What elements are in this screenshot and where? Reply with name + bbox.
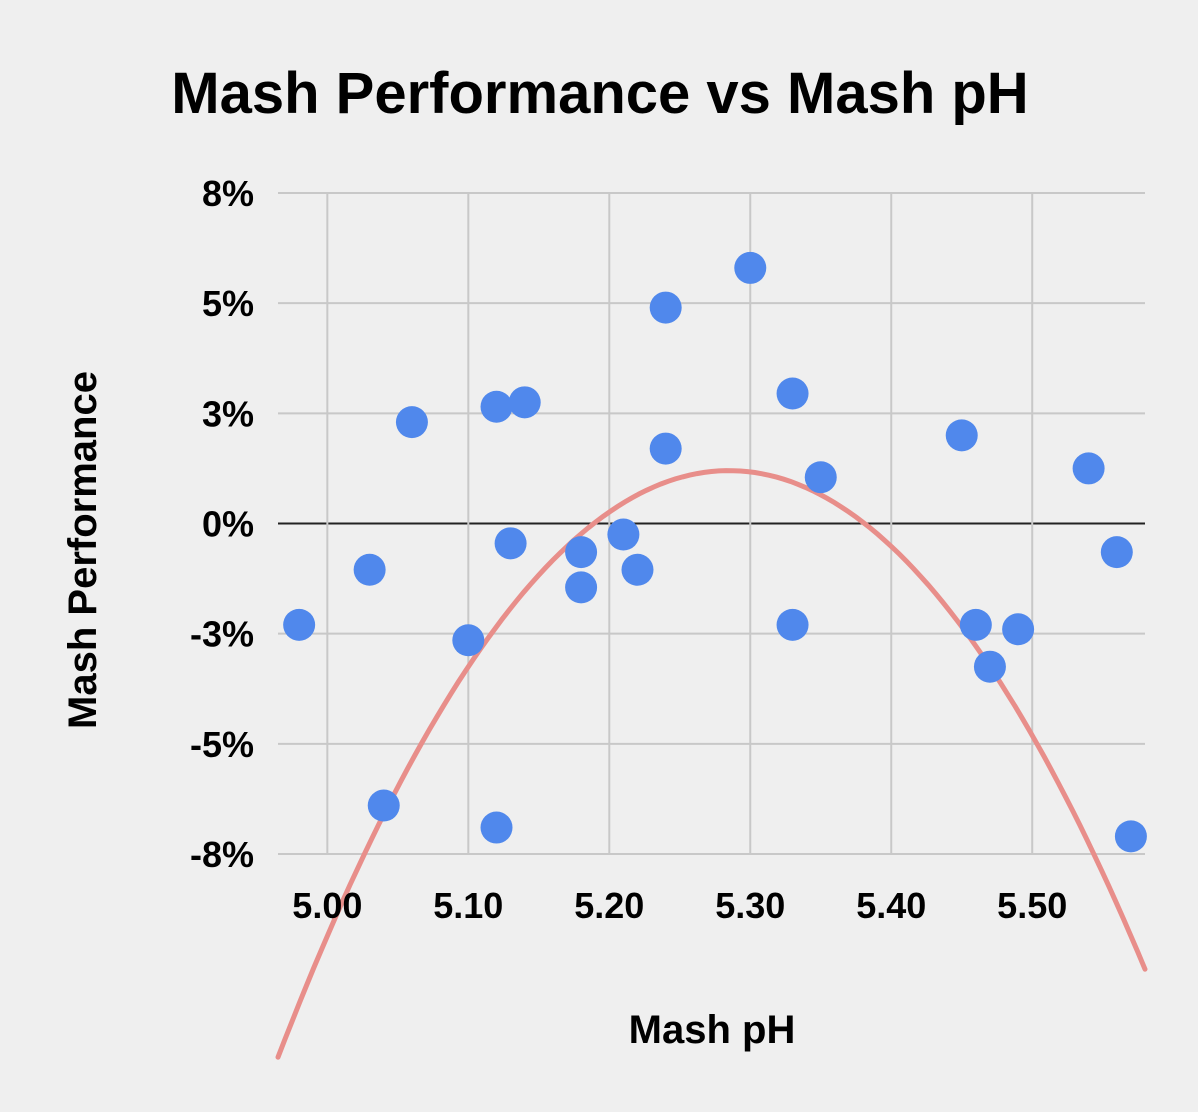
- data-point: [1100, 536, 1133, 569]
- data-point: [945, 419, 978, 452]
- data-point: [1114, 820, 1147, 853]
- data-point: [565, 571, 598, 604]
- x-tick-label: 5.50: [997, 885, 1067, 926]
- data-point: [734, 251, 767, 284]
- data-point: [959, 608, 992, 641]
- y-tick-label: 5%: [202, 283, 254, 324]
- x-axis-label: Mash pH: [629, 1008, 796, 1052]
- y-tick-label: -5%: [190, 724, 254, 765]
- chart-title: Mash Performance vs Mash pH: [171, 61, 1028, 126]
- x-tick-label: 5.10: [433, 885, 503, 926]
- data-point: [480, 390, 513, 423]
- data-point: [367, 789, 400, 822]
- data-point: [565, 536, 598, 569]
- data-point: [804, 461, 837, 494]
- data-point: [621, 553, 654, 586]
- data-point: [395, 406, 428, 439]
- grid-layer: [278, 192, 1145, 855]
- y-axis-label: Mash Performance: [61, 371, 105, 729]
- data-point: [776, 377, 809, 410]
- data-point: [973, 650, 1006, 683]
- y-tick-label: -3%: [190, 614, 254, 655]
- trendline-layer: [275, 468, 1148, 1060]
- trendline: [275, 468, 1148, 1060]
- y-tick-label: -8%: [190, 834, 254, 875]
- data-point: [452, 624, 485, 657]
- data-point: [283, 608, 316, 641]
- y-tick-label: 3%: [202, 393, 254, 434]
- data-point: [494, 527, 527, 560]
- y-tick-label: 0%: [202, 504, 254, 545]
- data-point: [1002, 613, 1035, 646]
- data-point: [480, 811, 513, 844]
- x-tick-label: 5.20: [574, 885, 644, 926]
- data-point: [649, 291, 682, 324]
- data-point: [607, 518, 640, 551]
- data-point: [649, 432, 682, 465]
- data-point: [508, 386, 541, 419]
- y-tick-label: 8%: [202, 173, 254, 214]
- tick-labels-layer: 8% 5% 3% 0% -3% -5% -8% 5.00 5.10 5.20 5.30 5.40 5.5…: [190, 173, 1067, 926]
- data-point: [1072, 452, 1105, 485]
- points-layer: [283, 251, 1147, 853]
- data-point: [353, 553, 386, 586]
- x-tick-label: 5.30: [715, 885, 785, 926]
- x-tick-label: 5.40: [856, 885, 926, 926]
- x-tick-label: 5.00: [292, 885, 362, 926]
- data-point: [776, 608, 809, 641]
